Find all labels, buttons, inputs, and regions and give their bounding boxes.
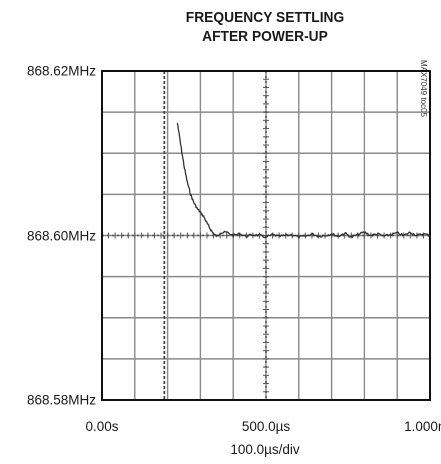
chart-title-line-1: FREQUENCY SETTLING (185, 9, 345, 26)
y-tick-label: 868.58MHz (26, 392, 96, 408)
x-tick-label: 500.0µs (241, 419, 291, 434)
x-tick-label: 1.000ms (404, 419, 441, 434)
y-tick-label: 868.60MHz (26, 228, 96, 243)
x-axis-label: 100.0µs/div (230, 442, 300, 457)
x-tick-label: 0.00s (85, 419, 119, 434)
chart-title-line-2: AFTER POWER-UP (202, 28, 328, 45)
series-line (176, 122, 431, 239)
chart-title: FREQUENCY SETTLING AFTER POWER-UP (113, 8, 417, 46)
y-tick-label: 868.62MHz (26, 63, 96, 79)
